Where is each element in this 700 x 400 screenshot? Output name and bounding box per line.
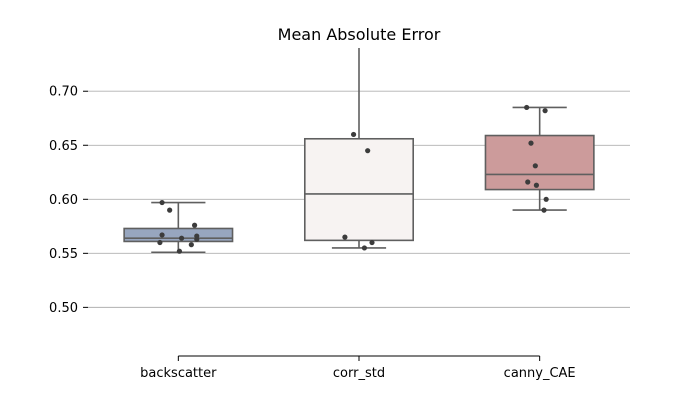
box-backscatter — [123, 201, 234, 254]
data-point — [188, 242, 194, 248]
data-point — [194, 236, 200, 242]
data-point — [365, 148, 371, 154]
points-layer — [157, 104, 549, 254]
data-point — [532, 163, 538, 169]
data-point — [159, 199, 165, 206]
y-tick-label: 0.60 — [49, 193, 78, 208]
data-point — [176, 248, 183, 254]
box-corr_std — [303, 48, 414, 249]
data-point — [191, 222, 198, 228]
data-point — [533, 182, 540, 188]
data-point — [167, 207, 173, 213]
y-axis-ticks: 0.50 0.55 0.60 0.65 0.70 — [49, 85, 88, 316]
data-point — [159, 232, 165, 238]
data-point — [350, 131, 357, 138]
box-iqr — [123, 227, 234, 243]
x-tick-label: canny_CAE — [504, 366, 576, 381]
data-point — [543, 196, 549, 202]
y-tick-label: 0.55 — [49, 247, 78, 262]
data-point — [524, 104, 530, 111]
chart-title: Mean Absolute Error — [278, 25, 441, 44]
data-point — [361, 245, 368, 251]
data-point — [525, 179, 531, 185]
box-iqr — [484, 134, 595, 191]
y-tick-label: 0.70 — [49, 85, 78, 100]
data-point — [542, 108, 548, 114]
box-canny_CAE — [484, 106, 595, 211]
boxes-layer — [123, 48, 595, 254]
data-point — [342, 234, 348, 240]
data-point — [157, 239, 163, 246]
box-iqr — [303, 137, 414, 242]
x-tick-label: backscatter — [140, 366, 217, 381]
data-point — [528, 140, 534, 146]
data-point — [178, 235, 185, 241]
y-tick-label: 0.50 — [49, 301, 78, 316]
data-point — [541, 207, 547, 213]
x-axis: backscatter corr_std canny_CAE — [140, 355, 576, 381]
y-tick-label: 0.65 — [49, 139, 78, 154]
data-point — [369, 239, 375, 246]
x-tick-label: corr_std — [333, 366, 385, 381]
